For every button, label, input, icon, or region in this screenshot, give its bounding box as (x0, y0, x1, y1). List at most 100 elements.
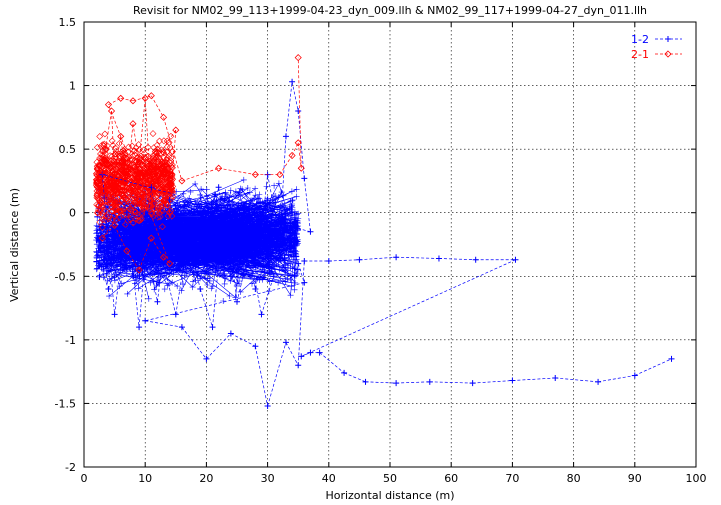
data-point (203, 355, 210, 362)
legend-marker-1-2 (665, 36, 671, 42)
series-segment (145, 282, 305, 322)
axis-ticks: 0 10 20 30 40 50 60 70 80 90 100 1.5 1 0.5 0 -0.5 -1 -1.5… (55, 16, 707, 485)
series-segment (187, 238, 201, 290)
series-segment (297, 142, 302, 169)
y-tick-label: -2 (65, 461, 76, 474)
series-segment (126, 123, 134, 188)
series-segment (248, 250, 262, 315)
series-segment (328, 259, 360, 262)
data-point (252, 343, 259, 350)
series-segment (301, 259, 516, 357)
series-segment (132, 95, 152, 102)
data-point (307, 228, 314, 235)
series-segment (163, 263, 177, 315)
x-axis-label: Horizontal distance (m) (325, 489, 454, 502)
data-point (251, 171, 259, 179)
series-1-2 (96, 78, 675, 409)
series-segment (138, 98, 146, 162)
data-point (129, 120, 137, 128)
series-segment (108, 250, 122, 290)
data-point (129, 97, 137, 105)
series-segment (634, 358, 672, 376)
series-segment (218, 167, 256, 175)
series-segment (285, 81, 293, 137)
data-point (135, 158, 143, 166)
series-segment (224, 199, 238, 302)
series-segment (598, 375, 635, 383)
series-segment (151, 237, 164, 258)
data-point (159, 253, 168, 261)
data-point (668, 355, 675, 362)
series-segment (438, 258, 476, 261)
series-segment (319, 352, 345, 374)
data-point (96, 260, 103, 267)
cloud-2-1 (92, 130, 177, 231)
series-segment (230, 225, 244, 277)
y-axis-label: Vertical distance (m) (8, 188, 21, 302)
series-segment (163, 117, 183, 182)
series-segment (144, 98, 152, 201)
data-point (111, 221, 119, 229)
series-segment (126, 212, 140, 328)
series-segment (108, 104, 171, 264)
series-segment (102, 174, 311, 233)
series-segment (472, 380, 513, 384)
series-segment (206, 333, 232, 360)
y-tick-label: -1.5 (55, 397, 76, 410)
series-segment (396, 256, 439, 259)
data-point (147, 196, 155, 204)
data-point (117, 247, 124, 254)
data-point (147, 234, 155, 242)
series-segment (111, 110, 115, 175)
x-tick-label: 80 (567, 472, 581, 485)
data-point (294, 54, 302, 62)
series-segment (303, 178, 311, 232)
data-point (135, 266, 143, 274)
series-segment (169, 199, 183, 264)
data-point (172, 126, 180, 134)
series-segment (555, 377, 599, 383)
series-segment (157, 199, 171, 302)
data-point (246, 247, 253, 254)
series-segment (285, 342, 299, 366)
x-tick-label: 40 (322, 472, 336, 485)
series-segment (114, 212, 128, 315)
series-segment (343, 372, 366, 383)
series-segment (163, 174, 171, 213)
series-segment (102, 225, 115, 239)
data-point (258, 311, 265, 318)
series-segment (206, 187, 219, 251)
data-point (215, 164, 223, 172)
data-point (166, 260, 174, 268)
series-segment (396, 381, 430, 384)
series-segment (151, 95, 164, 118)
series-segment (230, 333, 256, 347)
data-point (101, 145, 109, 153)
y-tick-label: -0.5 (55, 270, 76, 283)
series-segment (98, 263, 109, 290)
series-segment (199, 288, 213, 328)
data-point (160, 260, 167, 267)
data-point (227, 273, 234, 280)
x-tick-label: 10 (138, 472, 152, 485)
series-segment (236, 250, 250, 302)
data-point (166, 209, 174, 217)
series-segment (267, 342, 287, 407)
series-segment (512, 377, 556, 381)
x-tick-label: 50 (383, 472, 397, 485)
legend: 1-2 2-1 (631, 33, 682, 61)
data-point (297, 164, 305, 172)
data-point (316, 349, 323, 356)
data-point (159, 113, 168, 121)
data-point (298, 353, 305, 360)
series-segment (157, 149, 164, 175)
y-tick-label: 0 (69, 207, 76, 220)
data-point (129, 273, 136, 280)
data-point (512, 256, 519, 263)
series-segment (193, 212, 207, 251)
x-tick-label: 60 (444, 472, 458, 485)
x-tick-label: 70 (505, 472, 519, 485)
series-segment (291, 81, 299, 112)
data-point (289, 78, 296, 85)
series-segment (359, 256, 397, 261)
